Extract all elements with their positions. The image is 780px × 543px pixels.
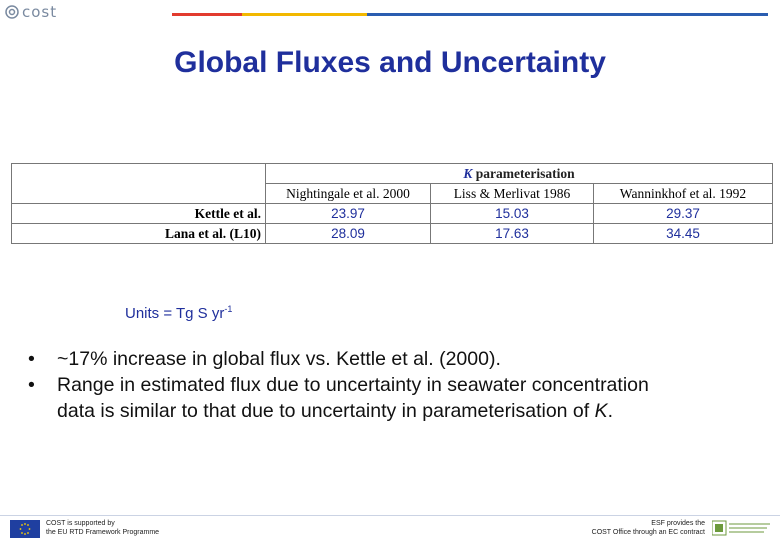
table-row: Kettle et al. 23.97 15.03 29.37	[11, 203, 773, 224]
footer-right-line2: COST Office through an EC contract	[591, 529, 705, 536]
header-bar-red	[172, 13, 242, 16]
esf-logo-icon	[711, 519, 772, 537]
k-parameterisation-header: K parameterisation	[265, 163, 773, 184]
table-cell: 15.03	[430, 203, 594, 224]
column-header-nightingale: Nightingale et al. 2000	[265, 183, 431, 204]
footer-left-line1: COST is supported by	[46, 520, 115, 527]
bullet-item: • ~17% increase in global flux vs. Kettl…	[28, 346, 678, 372]
table-cell: 34.45	[593, 223, 773, 244]
bullet-text: ~17% increase in global flux vs. Kettle …	[57, 348, 501, 370]
k-header-text: parameterisation	[472, 165, 575, 181]
footer-right-text: ESF provides the COST Office through an …	[592, 519, 705, 537]
table-row-k-header: K parameterisation	[11, 163, 773, 184]
table-row: Lana et al. (L10) 28.09 17.63 34.45	[11, 223, 773, 244]
header-bar-blue	[367, 13, 768, 16]
cost-logo-icon	[5, 5, 19, 19]
column-header-wanninkhof: Wanninkhof et al. 1992	[593, 183, 773, 204]
footer-left-text: COST is supported by the EU RTD Framewor…	[46, 519, 159, 537]
bullet-text-wrap: Range in estimated flux due to uncertain…	[57, 372, 678, 424]
footer-divider	[0, 515, 780, 516]
bullet-list: • ~17% increase in global flux vs. Kettl…	[28, 346, 678, 424]
bullet-dot: •	[28, 348, 35, 370]
column-header-liss-merlivat: Liss & Merlivat 1986	[430, 183, 594, 204]
eu-flag-icon	[10, 520, 40, 538]
units-exponent: -1	[224, 304, 233, 314]
slide-title: Global Fluxes and Uncertainty	[174, 46, 606, 79]
table-row-column-headers: Nightingale et al. 2000 Liss & Merlivat …	[11, 183, 773, 204]
row-label-kettle: Kettle et al.	[11, 203, 266, 224]
bullet-suffix: .	[607, 400, 614, 422]
cost-logo: cost	[4, 2, 74, 22]
table-corner-lower	[11, 183, 266, 204]
cost-logo-text: cost	[22, 3, 58, 21]
header-bar-yellow	[242, 13, 367, 16]
units-text: Units = Tg S yr	[125, 305, 225, 322]
table-cell: 23.97	[265, 203, 431, 224]
units-note: Units = Tg S yr-1	[125, 304, 232, 322]
table-cell: 28.09	[265, 223, 431, 244]
table-cell: 29.37	[593, 203, 773, 224]
flux-table: K parameterisation Nightingale et al. 20…	[11, 163, 773, 248]
bullet-italic-k: K	[594, 400, 608, 422]
bullet-item: • Range in estimated flux due to uncerta…	[28, 372, 678, 424]
bullet-dot: •	[28, 374, 35, 396]
bullet-text: Range in estimated flux due to uncertain…	[57, 374, 649, 422]
table-corner	[11, 163, 266, 184]
row-label-lana: Lana et al. (L10)	[11, 223, 266, 244]
footer-right-line1: ESF provides the	[651, 520, 705, 527]
table-cell: 17.63	[430, 223, 594, 244]
k-symbol: K	[463, 165, 473, 181]
footer-left-line2: the EU RTD Framework Programme	[46, 529, 160, 536]
